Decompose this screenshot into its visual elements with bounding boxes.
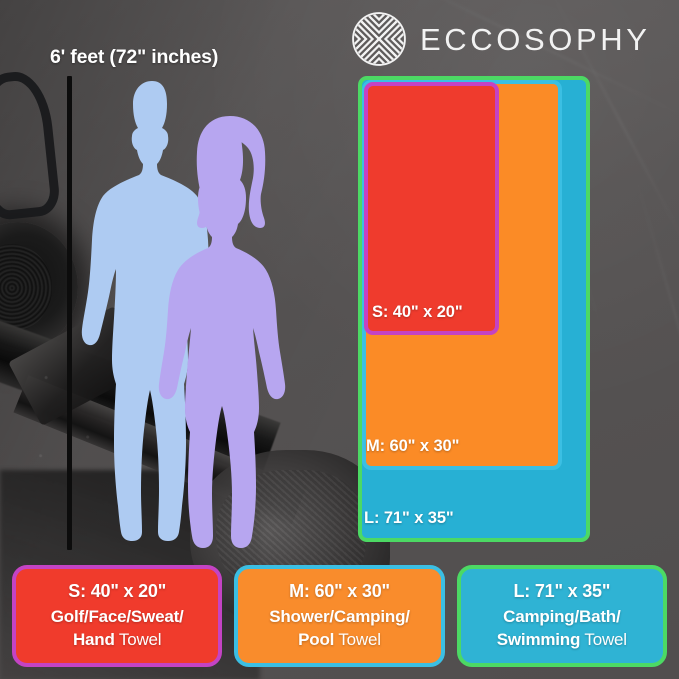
towel-label-small: S: 40" x 20" xyxy=(372,303,463,321)
female-silhouette xyxy=(158,116,286,548)
towel-rect-small xyxy=(364,82,499,335)
vertical-measure-line-icon xyxy=(67,76,72,550)
legend-size-small: S: 40" x 20" xyxy=(68,580,167,601)
male-silhouette xyxy=(81,81,219,541)
legend-towel-word-large: Towel xyxy=(580,629,627,649)
legend-card-large[interactable]: L: 71" x 35" Camping/Bath/ Swimming Towe… xyxy=(456,564,667,667)
legend-uses-line2-large: Swimming xyxy=(496,629,581,649)
legend-towel-word-small: Towel xyxy=(114,629,162,649)
legend-uses-line2-small: Hand xyxy=(72,629,115,649)
circular-chevron-mandala-icon xyxy=(352,12,406,66)
legend-uses-medium: Shower/Camping/ Pool Towel xyxy=(244,606,434,651)
towel-label-medium: M: 60" x 30" xyxy=(366,437,460,455)
legend-card-small[interactable]: S: 40" x 20" Golf/Face/Sweat/ Hand Towel xyxy=(12,564,223,667)
legend-size-large: L: 71" x 35" xyxy=(513,580,611,601)
human-silhouettes xyxy=(78,70,318,550)
legend-size-medium: M: 60" x 30" xyxy=(289,580,390,601)
legend-uses-line1-medium: Shower/Camping/ xyxy=(269,607,410,627)
legend-towel-word-medium: Towel xyxy=(334,629,381,649)
legend-uses-small: Golf/Face/Sweat/ Hand Towel xyxy=(22,606,212,651)
brand-lockup: ECCOSOPHY xyxy=(352,12,651,66)
brand-name: ECCOSOPHY xyxy=(420,21,651,57)
legend-uses-large: Camping/Bath/ Swimming Towel xyxy=(467,606,657,651)
legend-uses-line1-small: Golf/Face/Sweat/ xyxy=(50,607,184,627)
legend-uses-line2-medium: Pool xyxy=(298,629,335,649)
legend: S: 40" x 20" Golf/Face/Sweat/ Hand Towel… xyxy=(12,564,667,667)
height-caption: 6' feet (72" inches) xyxy=(50,46,219,68)
legend-uses-line1-large: Camping/Bath/ xyxy=(503,607,621,627)
towel-label-large: L: 71" x 35" xyxy=(364,509,454,527)
legend-card-medium[interactable]: M: 60" x 30" Shower/Camping/ Pool Towel xyxy=(234,564,445,667)
